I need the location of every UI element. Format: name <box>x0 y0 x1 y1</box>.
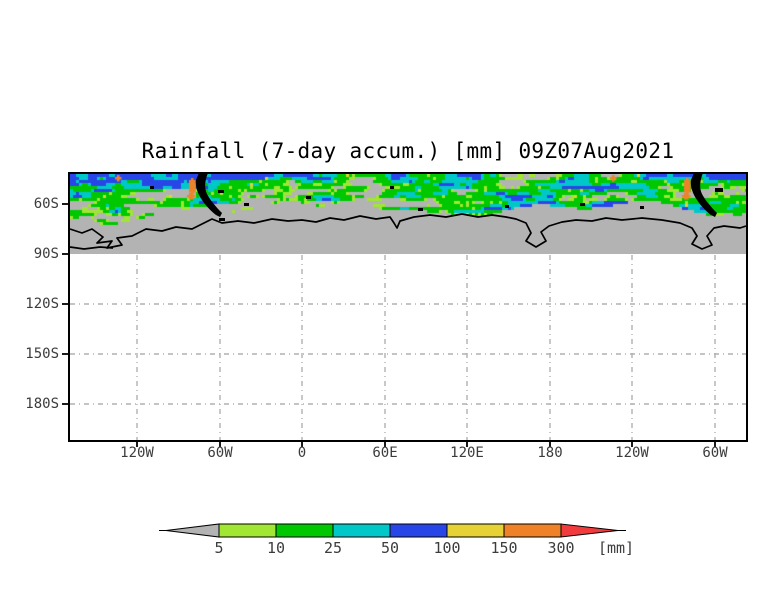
x-tick-label-2-0: 0 <box>297 445 307 461</box>
x-tick-label-6-120W: 120W <box>615 445 649 461</box>
colorbar-low-arrow-icon <box>165 523 220 538</box>
colorbar-segment <box>503 523 562 538</box>
chart-title: Rainfall (7-day accum.) [mm] 09Z07Aug202… <box>141 139 675 163</box>
y-tick-label-120S: 120S <box>25 296 59 312</box>
colorbar-tick-label-5: 5 <box>214 539 224 557</box>
colorbar-tick-label-150: 150 <box>490 539 518 557</box>
colorbar-tick-label-25: 25 <box>323 539 343 557</box>
x-tick-label-1-60W: 60W <box>207 445 233 461</box>
colorbar-tick-label-50: 50 <box>380 539 400 557</box>
colorbar-unit-label: [mm] <box>597 539 635 557</box>
x-tick-label-3-60E: 60E <box>372 445 398 461</box>
colorbar-segment <box>389 523 448 538</box>
x-tick-label-0-120W: 120W <box>120 445 154 461</box>
x-tick-label-5-180: 180 <box>537 445 563 461</box>
y-tick-label-90S: 90S <box>33 246 59 262</box>
y-tick-label-150S: 150S <box>25 346 59 362</box>
colorbar-segment <box>332 523 391 538</box>
map-plot-area <box>68 172 748 442</box>
y-tick-label-60S: 60S <box>33 196 59 212</box>
colorbar-segment <box>446 523 505 538</box>
colorbar-tick-label-10: 10 <box>266 539 286 557</box>
x-tick-label-7-60W: 60W <box>702 445 728 461</box>
colorbar-tick-label-300: 300 <box>547 539 575 557</box>
x-tick-label-4-120E: 120E <box>450 445 484 461</box>
colorbar-high-arrow-icon <box>560 523 619 538</box>
rainfall-field-canvas <box>70 174 746 226</box>
y-tick-label-180S: 180S <box>25 396 59 412</box>
colorbar-segment <box>218 523 277 538</box>
colorbar-segment <box>275 523 334 538</box>
colorbar-tick-label-100: 100 <box>433 539 461 557</box>
